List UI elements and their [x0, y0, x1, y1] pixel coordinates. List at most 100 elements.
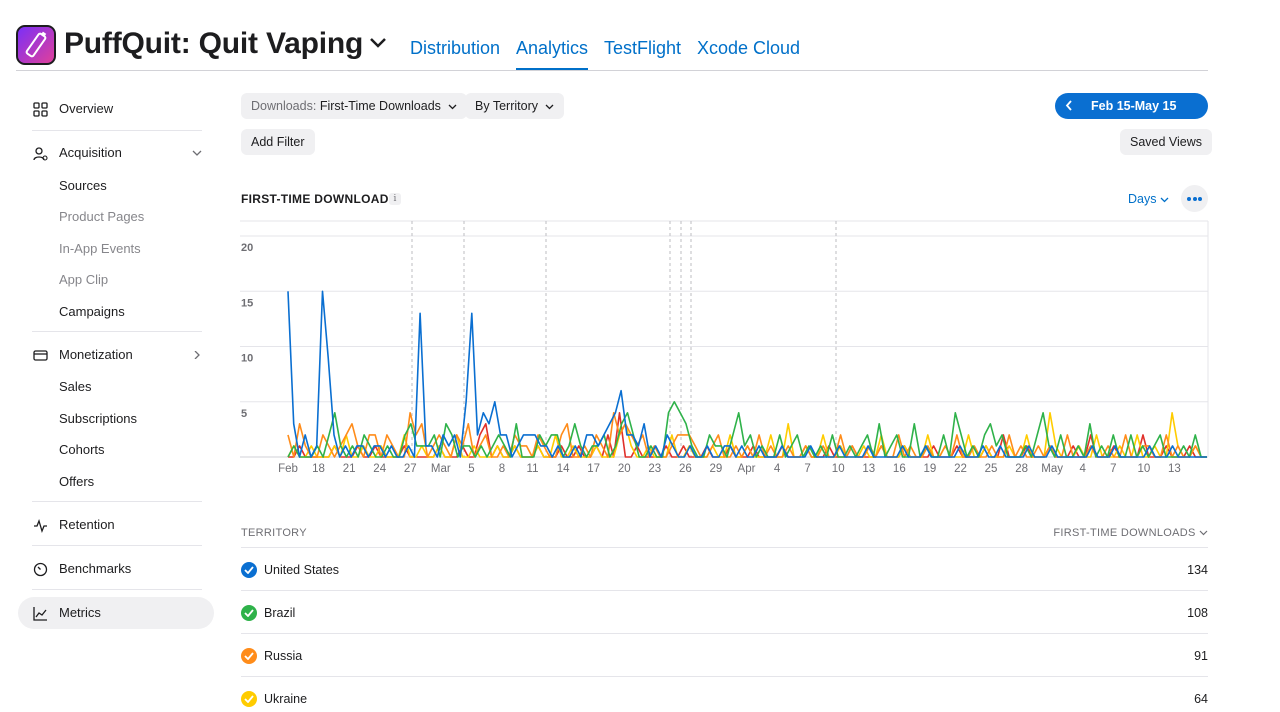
sidebar-item-campaigns[interactable]: Campaigns [59, 304, 125, 319]
sidebar-item-metrics[interactable]: Metrics [18, 597, 214, 629]
x-tick-label: 7 [1110, 463, 1116, 475]
tab-xcode-cloud[interactable]: Xcode Cloud [697, 38, 801, 58]
sidebar-item-subscriptions[interactable]: Subscriptions [59, 411, 138, 426]
sidebar-item-overview[interactable]: Overview [18, 93, 214, 125]
x-tick-label: 18 [312, 463, 325, 475]
downloads-value: 108 [1187, 606, 1208, 620]
y-tick-label: 15 [241, 297, 253, 309]
chart-icon [33, 607, 47, 621]
chevron-left-icon[interactable] [1065, 100, 1073, 111]
chevron-right-icon[interactable] [192, 351, 202, 359]
saved-views-button[interactable]: Saved Views [1120, 129, 1213, 155]
sidebar-item-benchmarks[interactable]: Benchmarks [18, 553, 214, 585]
days-label: Days [1128, 192, 1157, 206]
x-tick-label: 25 [985, 463, 998, 475]
table-header: TERRITORY FIRST-TIME DOWNLOADS [241, 526, 1208, 548]
checkbox-checked-icon[interactable] [241, 691, 257, 707]
x-tick-label: 28 [1015, 463, 1028, 475]
column-header-label: FIRST-TIME DOWNLOADS [1053, 527, 1196, 539]
dot [1187, 197, 1191, 201]
x-tick-label: 20 [618, 463, 631, 475]
chevron-down-icon [1160, 197, 1169, 203]
tab-analytics[interactable]: Analytics [516, 38, 589, 70]
sidebar-item-label: Monetization [59, 347, 133, 362]
add-filter-button[interactable]: Add Filter [241, 129, 315, 155]
tab-distribution[interactable]: Distribution [410, 38, 501, 58]
grid-icon [33, 102, 48, 117]
sidebar-item-label: Metrics [59, 605, 101, 620]
chevron-down-icon [1199, 530, 1208, 536]
sidebar-item-product-pages[interactable]: Product Pages [59, 209, 145, 224]
date-range-button[interactable]: Feb 15-May 15 [1055, 93, 1208, 119]
table-row[interactable]: Brazil 108 [241, 591, 1208, 634]
downloads-dropdown[interactable]: Downloads: First-Time Downloads [241, 93, 468, 119]
x-tick-label: 10 [832, 463, 845, 475]
x-tick-label: 4 [774, 463, 781, 475]
sidebar-item-offers[interactable]: Offers [59, 474, 95, 489]
sidebar-item-label: Overview [59, 101, 114, 116]
x-tick-label: 29 [710, 463, 723, 475]
x-tick-label: Mar [431, 463, 451, 475]
downloads-value: 134 [1187, 563, 1208, 577]
tab-testflight[interactable]: TestFlight [604, 38, 682, 58]
territory-name: United States [264, 563, 340, 577]
x-tick-label: Feb [278, 463, 298, 475]
y-tick-label: 10 [241, 353, 253, 365]
territory-name: Russia [264, 649, 303, 663]
downloads-prefix: Downloads: [251, 99, 317, 113]
x-tick-label: May [1041, 463, 1063, 475]
checkmark-icon [244, 566, 254, 574]
sidebar-item-monetization[interactable]: Monetization [18, 339, 214, 371]
table-row[interactable]: United States 134 [241, 548, 1208, 591]
sidebar-item-in-app-events[interactable]: In-App Events [59, 241, 141, 256]
series-line [287, 412, 1207, 458]
checkmark-icon [244, 652, 254, 660]
chevron-down-icon [448, 104, 457, 110]
territory-dropdown[interactable]: By Territory [465, 93, 565, 119]
column-header-downloads[interactable]: FIRST-TIME DOWNLOADS [1053, 527, 1208, 539]
days-dropdown[interactable]: Days [1128, 192, 1169, 206]
divider [32, 331, 202, 332]
checkbox-checked-icon[interactable] [241, 562, 257, 578]
sidebar-item-acquisition[interactable]: Acquisition [18, 137, 214, 169]
sidebar-item-app-clip[interactable]: App Clip [59, 272, 109, 287]
app-title[interactable]: PuffQuit: Quit Vaping [64, 27, 364, 60]
territory-label: By Territory [475, 99, 538, 113]
chevron-down-icon [546, 104, 554, 110]
sidebar-item-cohorts[interactable]: Cohorts [59, 442, 105, 457]
series-line [287, 401, 1207, 458]
info-icon[interactable]: i [389, 193, 401, 205]
sidebar-item-sales[interactable]: Sales [59, 379, 92, 394]
y-tick-label: 20 [241, 242, 253, 254]
dot [1192, 197, 1197, 201]
x-tick-label: 22 [954, 463, 967, 475]
x-tick-label: 5 [468, 463, 474, 475]
checkbox-checked-icon[interactable] [241, 605, 257, 621]
downloads-value: 91 [1194, 649, 1208, 663]
x-tick-label: 27 [404, 463, 417, 475]
checkbox-checked-icon[interactable] [241, 648, 257, 664]
x-tick-label: 16 [893, 463, 906, 475]
pulse-icon [34, 519, 47, 533]
chevron-down-icon[interactable] [369, 36, 387, 50]
chevron-down-icon[interactable] [192, 149, 202, 157]
territory-name: Ukraine [264, 692, 308, 706]
sidebar-item-label: Retention [59, 517, 115, 532]
x-tick-label: 11 [527, 463, 539, 475]
gauge-icon [33, 562, 48, 577]
x-tick-label: 24 [373, 463, 386, 475]
column-header-territory[interactable]: TERRITORY [241, 527, 307, 539]
sidebar-item-sources[interactable]: Sources [59, 178, 107, 193]
x-tick-label: 26 [679, 463, 692, 475]
x-tick-label: Apr [738, 463, 756, 475]
downloads-value: First-Time Downloads [319, 99, 441, 113]
table-row[interactable]: Russia 91 [241, 634, 1208, 677]
divider [32, 130, 202, 131]
divider [32, 545, 202, 546]
territory-name: Brazil [264, 606, 296, 620]
more-options-button[interactable] [1181, 185, 1208, 212]
table-row[interactable]: Ukraine 64 [241, 677, 1208, 712]
x-tick-label: 17 [587, 463, 600, 475]
sidebar-item-retention[interactable]: Retention [18, 509, 214, 541]
downloads-value: 64 [1194, 692, 1208, 706]
